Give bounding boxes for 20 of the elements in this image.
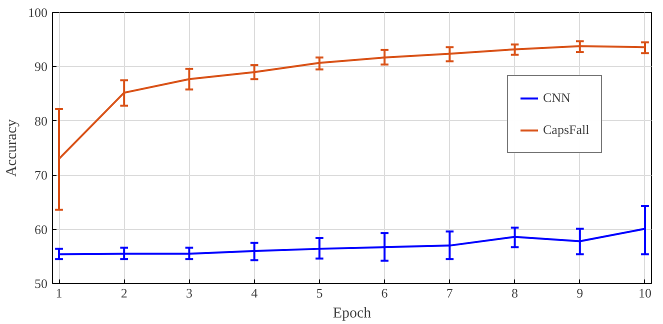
x-tick-label: 2 [120, 286, 128, 300]
x-tick-label: 4 [251, 286, 258, 300]
y-tick-label: 90 [34, 59, 48, 74]
y-tick-label: 50 [34, 276, 48, 291]
x-axis-title: Epoch [332, 306, 372, 322]
y-tick-label: 60 [34, 222, 48, 237]
x-tick-label: 9 [576, 286, 584, 300]
y-tick-label: 70 [34, 168, 48, 183]
y-axis-title: Accuracy [4, 118, 20, 177]
x-tick-label: 8 [512, 286, 518, 300]
legend-label: CNN [543, 90, 570, 106]
x-tick-label: 7 [446, 286, 454, 300]
x-tick-label: 5 [316, 286, 323, 300]
y-tick-label: 100 [28, 5, 48, 20]
y-tick-label: 80 [34, 113, 48, 128]
legend-label: CapsFall [543, 122, 590, 138]
x-tick-label: 1 [56, 286, 62, 300]
x-tick-label: 10 [638, 286, 652, 300]
x-tick-label: 6 [381, 286, 388, 300]
x-tick-label: 3 [186, 286, 192, 300]
